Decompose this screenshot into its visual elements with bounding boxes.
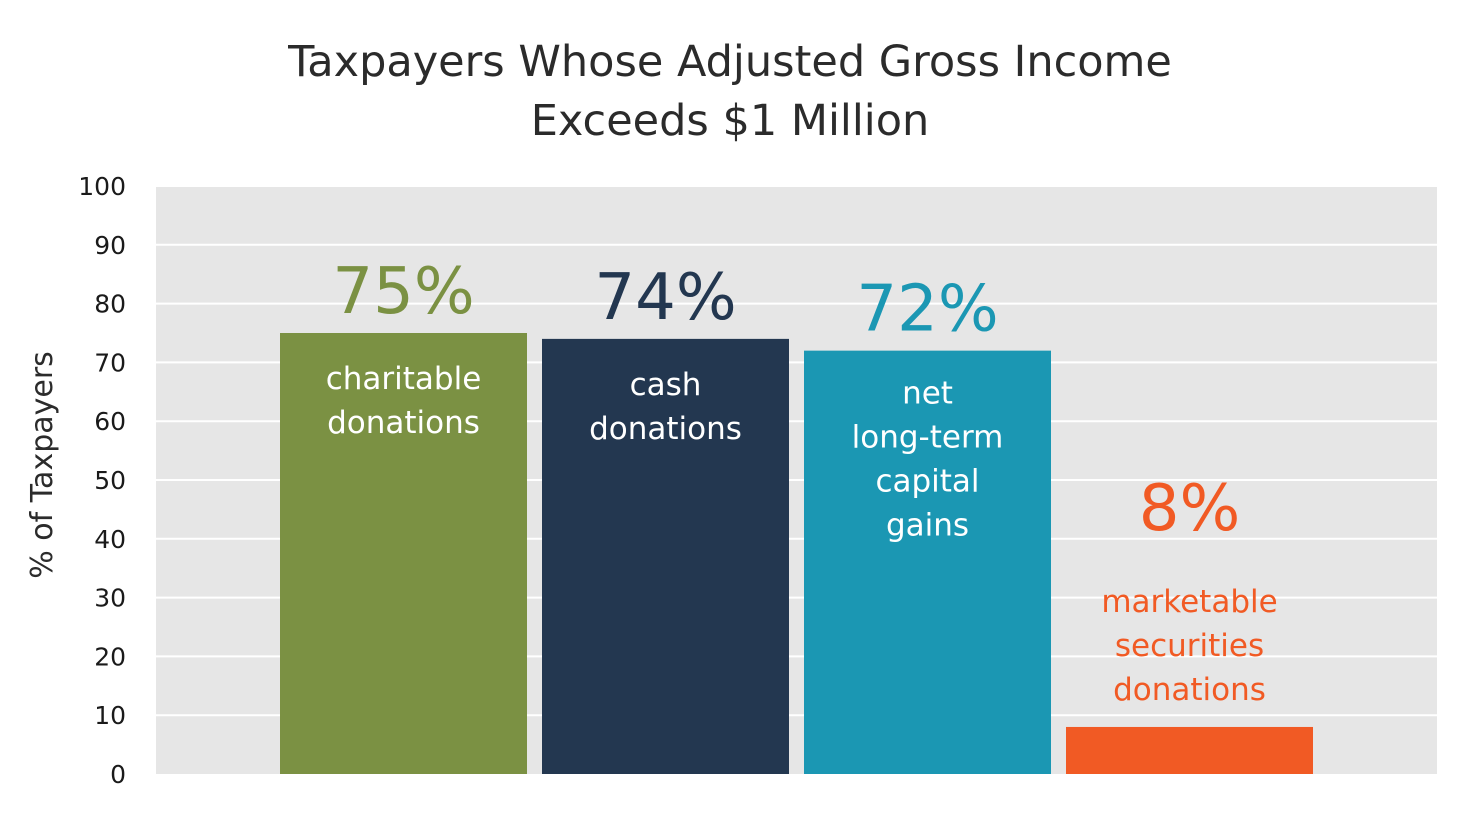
bar-category-label: cash (630, 367, 702, 403)
y-tick-label: 40 (94, 525, 126, 554)
bar (280, 333, 527, 774)
y-tick-label: 60 (94, 407, 126, 436)
y-tick-label: 90 (94, 231, 126, 260)
bar-category-label: net (902, 376, 953, 412)
bar-value-label: 74% (594, 261, 736, 335)
y-tick-label: 80 (94, 290, 126, 319)
y-tick-label: 0 (110, 760, 126, 789)
bar-category-label: charitable (326, 361, 482, 397)
y-tick-label: 10 (94, 701, 126, 730)
y-tick-label: 30 (94, 584, 126, 613)
y-tick-label: 20 (94, 642, 126, 671)
chart-title: Taxpayers Whose Adjusted Gross Income Exc… (287, 37, 1172, 146)
bar (804, 350, 1051, 774)
y-tick-label: 50 (94, 466, 126, 495)
bar-category-label: gains (886, 508, 969, 544)
y-axis-label: % of Taxpayers (25, 351, 60, 579)
bar (1066, 726, 1313, 774)
bar-category-label: donations (1113, 672, 1266, 708)
chart-title-line: Exceeds $1 Million (531, 96, 930, 146)
bar-category-label: securities (1115, 628, 1264, 664)
bar-category-label: donations (589, 411, 742, 447)
bars: 75% charitable donations 74% cash donations 72… (280, 255, 1313, 774)
bar-category-label: long-term (852, 420, 1004, 456)
bar-category-label: capital (875, 464, 979, 500)
y-tick-label: 100 (78, 172, 126, 201)
bar-value-label: 75% (332, 255, 474, 329)
bar (542, 338, 789, 774)
y-tick-label: 70 (94, 348, 126, 377)
bar-value-label: 8% (1139, 472, 1241, 546)
chart-title-line: Taxpayers Whose Adjusted Gross Income (287, 37, 1172, 87)
bar-category-label: marketable (1101, 584, 1277, 620)
y-axis-ticks: 0 10 20 30 40 50 60 70 80 90 100 (78, 172, 126, 789)
bar-category-label: donations (327, 405, 480, 441)
bar-value-label: 72% (856, 273, 998, 347)
